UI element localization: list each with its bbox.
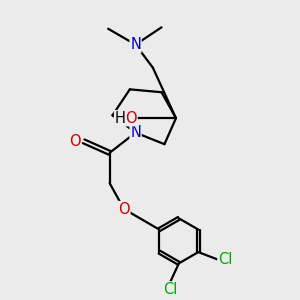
Text: Cl: Cl — [163, 282, 177, 297]
Text: O: O — [125, 111, 137, 126]
Text: H: H — [115, 111, 125, 126]
Text: O: O — [118, 202, 130, 217]
Text: Cl: Cl — [218, 252, 232, 267]
Text: N: N — [130, 37, 141, 52]
Text: O: O — [69, 134, 81, 149]
Text: N: N — [130, 125, 141, 140]
